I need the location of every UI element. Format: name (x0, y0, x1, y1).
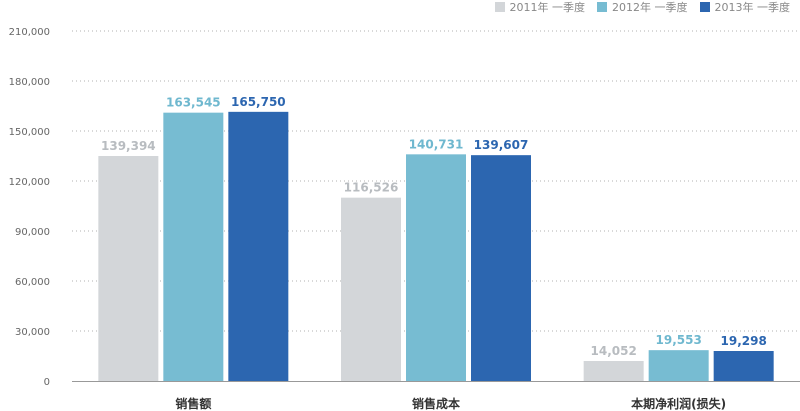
y-tick-label: 30,000 (15, 327, 50, 338)
legend-swatch-2012 (597, 2, 607, 12)
y-tick-label: 60,000 (15, 277, 50, 288)
bar[interactable] (648, 350, 709, 381)
bar[interactable] (583, 361, 644, 381)
data-label: 139,394 (101, 139, 156, 153)
bar[interactable] (228, 111, 289, 381)
y-tick-label: 0 (44, 377, 50, 388)
x-tick-label: 本期净利润(损失) (631, 396, 726, 411)
bar[interactable] (98, 156, 159, 381)
data-label: 140,731 (409, 137, 464, 151)
bar[interactable] (341, 197, 401, 381)
data-label: 19,298 (721, 334, 767, 348)
legend-swatch-2013 (699, 2, 710, 12)
data-label: 165,750 (231, 95, 286, 109)
legend-item-2013[interactable]: 2013年 一季度 (699, 0, 791, 15)
data-label: 116,526 (344, 181, 399, 195)
bar[interactable] (713, 351, 774, 381)
bar[interactable] (163, 112, 224, 382)
data-label: 19,553 (656, 333, 702, 347)
y-tick-label: 90,000 (15, 227, 50, 238)
legend-label-2011: 2011年 一季度 (509, 1, 586, 14)
y-tick-label: 120,000 (9, 177, 50, 188)
x-tick-label: 销售成本 (412, 396, 460, 411)
legend-label-2012: 2012年 一季度 (612, 1, 688, 14)
legend-item-2012[interactable]: 2012年 一季度 (597, 0, 688, 15)
y-tick-label: 150,000 (9, 127, 50, 138)
legend-swatch-2011 (494, 2, 505, 12)
data-label: 14,052 (591, 344, 637, 358)
data-label: 163,545 (166, 96, 221, 110)
legend-item-2011[interactable]: 2011年 一季度 (494, 0, 586, 15)
bar[interactable] (471, 155, 531, 381)
x-tick-label: 销售额 (175, 396, 211, 411)
legend: 2011年 一季度 2012年 一季度 2013年 一季度 (494, 0, 791, 15)
y-tick-label: 180,000 (9, 77, 50, 88)
bar[interactable] (406, 154, 466, 381)
y-tick-label: 210,000 (9, 27, 50, 38)
data-label: 139,607 (474, 138, 529, 152)
legend-label-2013: 2013年 一季度 (714, 1, 791, 14)
